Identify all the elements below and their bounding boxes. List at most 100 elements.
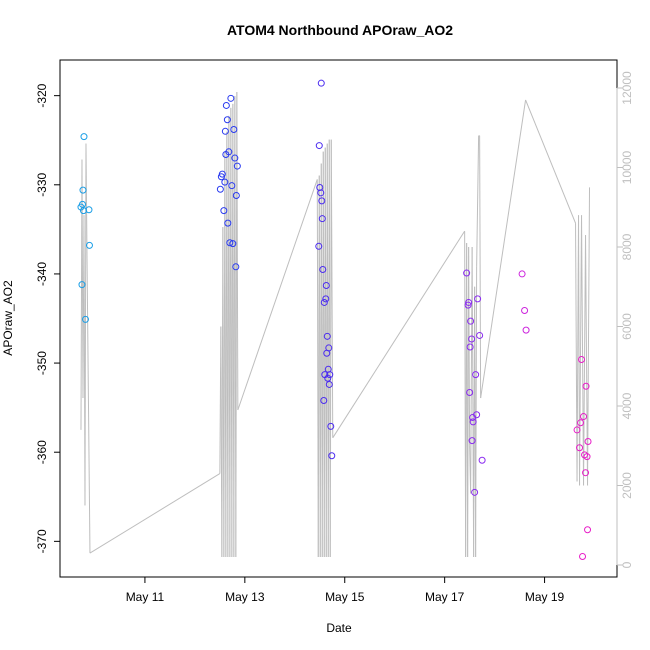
y-tick-label-left: -340 — [35, 262, 49, 286]
data-point — [326, 371, 334, 379]
x-tick-label: May 15 — [325, 590, 365, 604]
data-point — [221, 127, 229, 135]
line-segment — [476, 135, 480, 267]
line-segment — [525, 99, 577, 224]
x-tick-label: May 19 — [525, 590, 565, 604]
data-point — [474, 295, 482, 303]
data-point — [319, 265, 327, 273]
x-tick-label: May 17 — [425, 590, 465, 604]
data-point — [222, 150, 230, 158]
x-tick-label: May 13 — [225, 590, 265, 604]
line-segment — [236, 91, 239, 410]
data-point — [473, 411, 481, 419]
x-tick-label: May 11 — [126, 590, 165, 604]
data-point — [468, 437, 476, 445]
data-point — [322, 295, 330, 303]
scatter-points — [77, 79, 592, 560]
data-point — [231, 154, 239, 162]
data-point — [216, 185, 224, 193]
data-point — [228, 182, 236, 190]
data-point — [323, 332, 331, 340]
line-segment — [587, 187, 591, 486]
line-segment — [480, 99, 527, 399]
y-tick-label-right: 12000 — [620, 71, 634, 105]
y-tick-label-right: 8000 — [620, 233, 634, 260]
data-point — [232, 191, 240, 199]
data-point — [464, 301, 472, 309]
y-axis-label: APOraw_AO2 — [1, 280, 15, 356]
data-point — [463, 269, 471, 277]
data-point — [582, 469, 590, 477]
data-point — [318, 215, 326, 223]
data-point — [327, 422, 335, 430]
line-segment — [85, 143, 88, 255]
data-point — [227, 94, 235, 102]
data-point — [465, 298, 473, 306]
data-point — [472, 371, 480, 379]
data-point — [85, 206, 93, 214]
y-tick-label-left: -330 — [35, 172, 49, 196]
data-point — [580, 413, 588, 421]
data-point — [80, 133, 88, 141]
plot-frame — [59, 59, 618, 578]
line-segment — [237, 179, 318, 411]
line-segment — [84, 143, 87, 506]
line-segment — [329, 139, 332, 558]
data-point — [317, 189, 325, 197]
data-point — [320, 298, 328, 306]
data-point — [315, 142, 323, 150]
data-point — [320, 397, 328, 405]
data-point — [233, 162, 241, 170]
data-point — [471, 488, 479, 496]
y-tick-label-left: -320 — [35, 83, 49, 107]
data-point — [221, 178, 229, 186]
data-point — [579, 553, 587, 560]
data-point — [518, 270, 526, 278]
line-segment — [332, 230, 466, 439]
data-point — [577, 419, 585, 427]
data-point — [328, 452, 336, 460]
line-segment — [330, 139, 334, 438]
data-point — [584, 438, 592, 446]
data-point — [229, 240, 237, 248]
y-tick-label-left: -370 — [35, 529, 49, 553]
line-segment — [581, 215, 585, 486]
data-point — [578, 356, 586, 363]
data-point — [476, 331, 484, 339]
y-tick-label-left: -350 — [35, 351, 49, 375]
data-point — [573, 426, 581, 434]
data-point — [79, 186, 87, 194]
data-point — [478, 456, 486, 464]
chart-title: ATOM4 Northbound APOraw_AO2 — [227, 22, 453, 38]
data-point — [466, 343, 474, 351]
line-segment — [479, 135, 482, 399]
data-point — [467, 317, 475, 325]
data-point — [218, 170, 226, 178]
data-point — [583, 453, 591, 461]
y-axis-left: -320 -330 -340 -350 -360 -370 — [35, 83, 60, 553]
data-point — [317, 79, 325, 87]
data-point — [85, 241, 93, 249]
line-segment — [89, 473, 221, 554]
data-point — [81, 315, 89, 323]
x-axis: May 11 May 13 May 15 May 17 May 19 — [126, 577, 565, 604]
data-point — [521, 306, 529, 314]
data-point — [223, 116, 231, 124]
data-point — [318, 197, 326, 205]
data-point — [522, 326, 530, 334]
data-point — [220, 207, 228, 215]
data-point — [466, 388, 474, 396]
y-tick-label-right: 0 — [620, 561, 634, 568]
data-point — [584, 526, 592, 534]
data-point — [324, 374, 332, 382]
y-axis-right: 0 2000 4000 6000 8000 10000 12000 — [616, 71, 634, 568]
data-point — [226, 239, 234, 247]
data-point — [232, 263, 240, 271]
data-point — [222, 101, 230, 109]
data-point — [582, 382, 590, 390]
y-tick-label-right: 4000 — [620, 392, 634, 419]
data-point — [576, 444, 584, 452]
y-tick-label-right: 6000 — [620, 313, 634, 340]
data-point — [224, 219, 232, 227]
